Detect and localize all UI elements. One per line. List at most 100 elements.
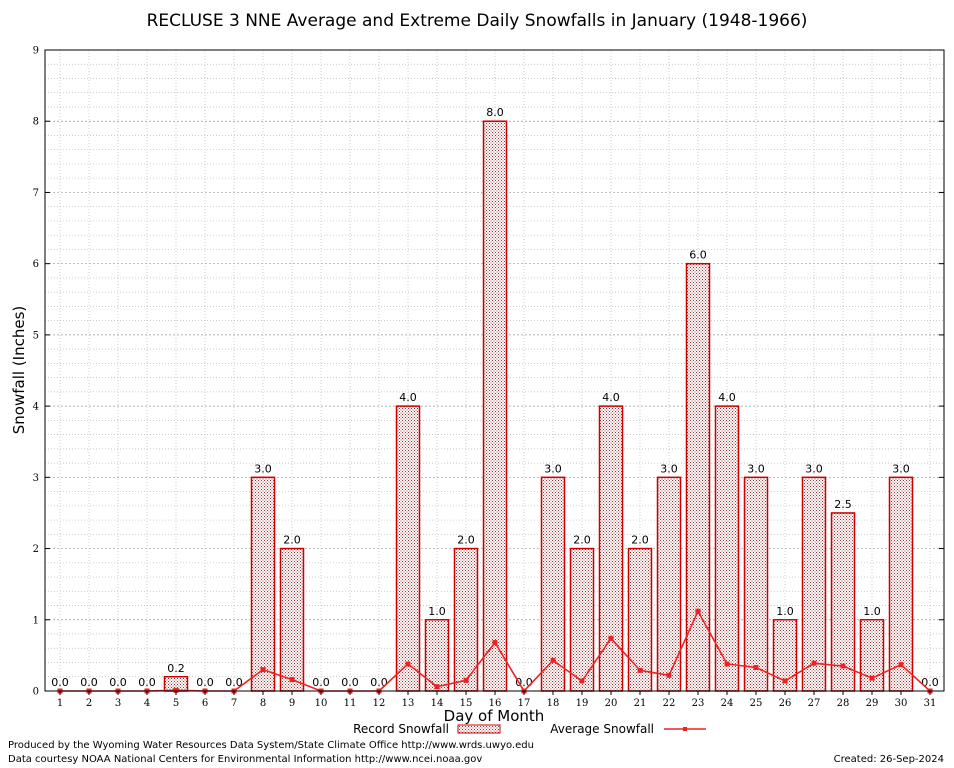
x-tick-label: 5: [173, 698, 179, 709]
x-tick-label: 28: [837, 698, 850, 709]
y-tick-label: 4: [33, 402, 39, 413]
average-point-day-9: [289, 677, 295, 683]
average-point-day-16: [492, 640, 498, 646]
x-tick-label: 8: [260, 698, 266, 709]
bar-label-day-10: 0.0: [312, 676, 330, 689]
bar-label-day-15: 2.0: [457, 534, 475, 547]
x-tick-label: 29: [866, 698, 879, 709]
x-tick-label: 17: [518, 698, 531, 709]
bar-label-day-12: 0.0: [370, 676, 388, 689]
x-axis-ticks: 1 2 3 4 5 6 7 8 9 10 11 12 13 14 15 16 17 18 19 20 21 22 23 24 2…: [57, 691, 936, 709]
average-point-day-28: [840, 663, 846, 669]
bar-label-day-14: 1.0: [428, 605, 446, 618]
bar-label-day-21: 2.0: [631, 534, 649, 547]
bar-label-day-28: 2.5: [834, 498, 852, 511]
x-tick-label: 7: [231, 698, 237, 709]
x-tick-label: 3: [115, 698, 121, 709]
average-point-day-23: [695, 608, 701, 614]
chart-title: RECLUSE 3 NNE Average and Extreme Daily …: [147, 11, 808, 31]
x-tick-label: 18: [547, 698, 560, 709]
y-tick-label: 2: [33, 544, 39, 555]
y-tick-label: 7: [33, 188, 39, 199]
bar-label-day-1: 0.0: [51, 676, 69, 689]
average-point-day-18: [550, 657, 556, 663]
footer-created-date: Created: 26-Sep-2024: [834, 754, 944, 765]
average-point-day-15: [463, 677, 469, 683]
bar-label-day-4: 0.0: [138, 676, 156, 689]
x-tick-label: 13: [402, 698, 415, 709]
x-tick-label: 30: [895, 698, 908, 709]
x-tick-label: 16: [489, 698, 502, 709]
bar-label-day-22: 3.0: [660, 462, 678, 475]
bar-label-day-30: 3.0: [892, 462, 910, 475]
average-point-day-19: [579, 678, 585, 684]
bar-day-13: [395, 405, 421, 692]
average-point-day-24: [724, 661, 730, 667]
average-point-day-25: [753, 664, 759, 670]
y-tick-label: 5: [33, 330, 39, 341]
bar-day-16: [482, 120, 508, 692]
legend-record-label: Record Snowfall: [353, 722, 449, 736]
bar-label-day-7: 0.0: [225, 676, 243, 689]
x-tick-label: 10: [315, 698, 328, 709]
average-point-day-5: [173, 687, 179, 693]
bar-day-9: [279, 547, 305, 692]
y-tick-label: 1: [33, 615, 39, 626]
average-point-day-22: [666, 672, 672, 678]
bar-label-day-25: 3.0: [747, 462, 765, 475]
bar-label-day-27: 3.0: [805, 462, 823, 475]
average-point-day-29: [869, 675, 875, 681]
bar-label-day-2: 0.0: [80, 676, 98, 689]
x-tick-label: 14: [431, 698, 444, 709]
bar-label-day-5: 0.2: [167, 662, 185, 675]
x-tick-label: 12: [373, 698, 386, 709]
bar-label-day-24: 4.0: [718, 391, 736, 404]
y-tick-label: 0: [33, 687, 39, 698]
x-axis-label: Day of Month: [444, 707, 545, 725]
legend: Record Snowfall Average Snowfall: [353, 722, 706, 736]
bar-label-day-18: 3.0: [544, 462, 562, 475]
x-tick-label: 15: [460, 698, 473, 709]
x-tick-label: 23: [692, 698, 705, 709]
bar-day-25: [743, 476, 769, 692]
x-tick-label: 9: [289, 698, 295, 709]
footer-produced-by: Produced by the Wyoming Water Resources …: [8, 740, 534, 751]
bar-label-day-29: 1.0: [863, 605, 881, 618]
bar-label-day-9: 2.0: [283, 534, 301, 547]
bar-label-day-16: 8.0: [486, 106, 504, 119]
footer-data-courtesy: Data courtesy NOAA National Centers for …: [8, 754, 482, 765]
average-point-day-20: [608, 635, 614, 641]
bar-series: [163, 120, 914, 692]
bar-label-day-3: 0.0: [109, 676, 127, 689]
bar-label-day-26: 1.0: [776, 605, 794, 618]
x-tick-label: 21: [634, 698, 647, 709]
x-tick-label: 19: [576, 698, 589, 709]
x-tick-label: 11: [344, 698, 357, 709]
y-tick-label: 6: [33, 259, 39, 270]
bar-day-30: [888, 476, 914, 692]
bar-label-day-8: 3.0: [254, 462, 272, 475]
legend-average-label: Average Snowfall: [550, 722, 654, 736]
x-tick-label: 27: [808, 698, 821, 709]
average-point-day-14: [434, 684, 440, 690]
average-point-day-27: [811, 660, 817, 666]
bar-day-27: [801, 476, 827, 692]
bar-label-day-11: 0.0: [341, 676, 359, 689]
legend-record-swatch: [457, 724, 501, 734]
x-tick-label: 6: [202, 698, 208, 709]
y-tick-label: 3: [33, 473, 39, 484]
bar-label-day-13: 4.0: [399, 391, 417, 404]
x-tick-label: 1: [57, 698, 63, 709]
average-point-day-26: [782, 678, 788, 684]
x-tick-label: 20: [605, 698, 618, 709]
average-point-day-21: [637, 667, 643, 673]
y-tick-label: 9: [33, 46, 39, 57]
y-axis-label: Snowfall (Inches): [10, 306, 28, 434]
x-tick-label: 2: [86, 698, 92, 709]
x-tick-label: 26: [779, 698, 792, 709]
bar-label-day-17: 0.0: [515, 676, 533, 689]
average-point-day-8: [260, 667, 266, 673]
y-axis-ticks: 0 1 2 3 4 5 6 7 8 9: [33, 46, 944, 698]
x-tick-label: 25: [750, 698, 763, 709]
